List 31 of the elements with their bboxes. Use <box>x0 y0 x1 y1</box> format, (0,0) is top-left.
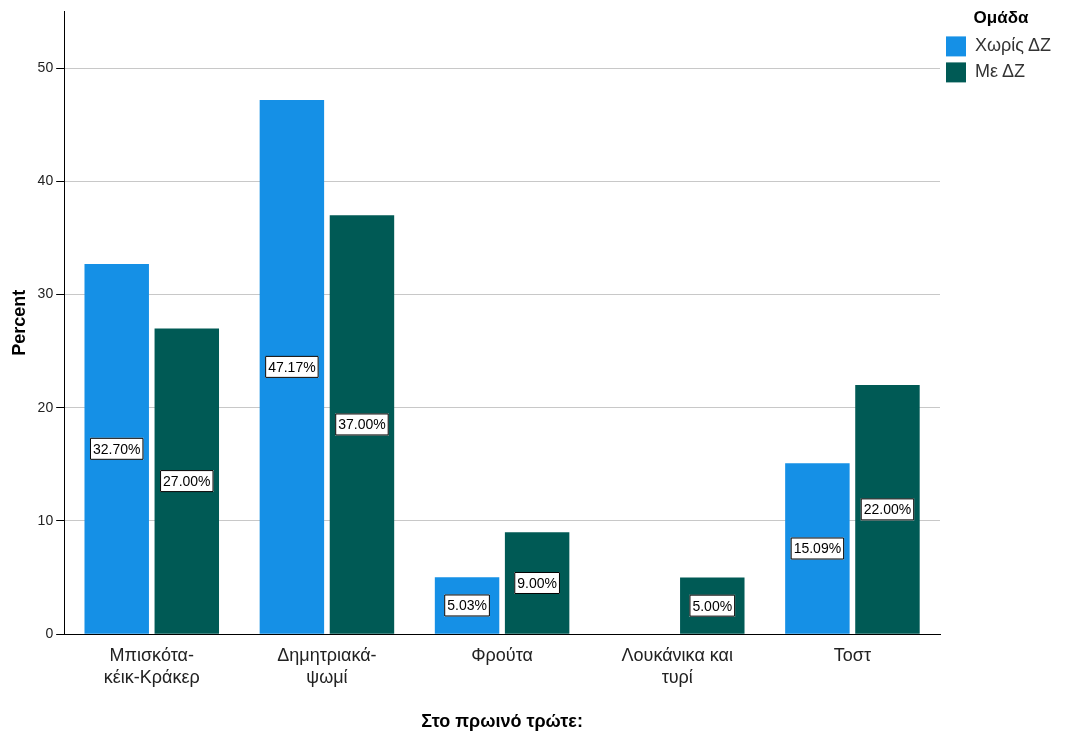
data-label: 22.00% <box>863 501 912 518</box>
data-label: 27.00% <box>163 472 211 489</box>
y-tick-label: 0 <box>45 625 54 642</box>
data-label: 37.00% <box>338 416 386 433</box>
bar <box>84 263 149 634</box>
x-tick-label: Τοστ <box>833 644 872 665</box>
data-label: 5.03% <box>447 597 487 614</box>
x-tick-label: Φρούτα <box>471 644 533 665</box>
bar <box>785 463 850 634</box>
x-tick-label: Δημητριακά-ψωμί <box>277 644 377 687</box>
x-tick-label: Μπισκότα-κέικ-Κράκερ <box>103 644 200 687</box>
data-label: 15.09% <box>793 540 842 557</box>
y-tick-label: 10 <box>37 511 54 528</box>
bar <box>329 215 395 634</box>
bar <box>154 328 220 634</box>
y-tick-label: 20 <box>37 398 54 415</box>
x-axis-title: Στο πρωινό τρώτε: <box>421 711 583 732</box>
y-tick-label: 50 <box>37 58 54 75</box>
y-tick-label: 30 <box>37 285 54 302</box>
y-axis-title: Percent <box>8 289 29 356</box>
bar <box>259 100 325 634</box>
y-tick-label: 40 <box>37 172 54 189</box>
legend-label: Χωρίς ΔΖ <box>975 35 1052 56</box>
legend-title: Ομάδα <box>973 8 1029 28</box>
data-label: 5.00% <box>692 597 733 614</box>
x-tick-label: Λουκάνικα και τυρί <box>621 644 733 687</box>
data-label: 32.70% <box>92 440 141 457</box>
legend-label: Με ΔΖ <box>975 61 1026 82</box>
bar <box>855 385 920 634</box>
data-label: 47.17% <box>268 358 316 375</box>
data-label: 9.00% <box>517 574 557 591</box>
